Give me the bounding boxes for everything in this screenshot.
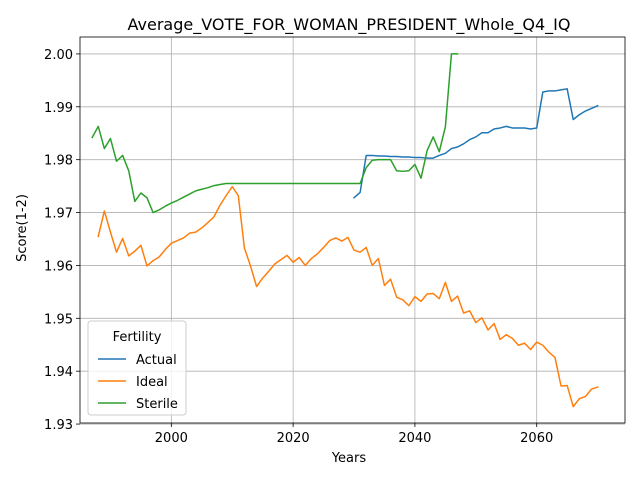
x-tick-label: 2020 [277, 431, 310, 446]
axes: 2000 2020 2040 2060 1.93 1.94 1.95 1.96 1.97 1.98… [44, 36, 626, 446]
legend-label-ideal: Ideal [136, 375, 168, 390]
series-line-actual [352, 88, 599, 199]
series-line-ideal [97, 185, 599, 408]
plot-frame [79, 36, 626, 424]
y-tick-label: 1.95 [44, 312, 73, 327]
y-tick-label: 1.99 [44, 101, 73, 116]
x-axis-label: Years [331, 451, 367, 466]
y-tick-label: 1.98 [44, 154, 73, 169]
y-tick-label: 1.97 [44, 207, 73, 222]
legend-label-actual: Actual [136, 353, 177, 368]
grid [80, 37, 625, 425]
series-line-sterile [91, 53, 459, 214]
x-tick-label: 2060 [520, 431, 553, 446]
legend-label-sterile: Sterile [136, 397, 178, 412]
x-tick-label: 2040 [398, 431, 431, 446]
chart-title: Average_VOTE_FOR_WOMAN_PRESIDENT_Whole_Q… [128, 15, 571, 35]
series-lines [91, 53, 599, 408]
y-tick-label: 1.93 [44, 418, 73, 433]
legend-title: Fertility [113, 330, 162, 345]
y-axis-label: Score(1-2) [15, 194, 30, 262]
y-tick-label: 1.94 [44, 365, 73, 380]
legend-box [87, 320, 187, 416]
y-tick-label: 1.96 [44, 259, 73, 274]
x-tick-label: 2000 [155, 431, 188, 446]
y-tick-label: 2.00 [44, 48, 73, 63]
legend: Fertility Actual Ideal Sterile [87, 320, 187, 416]
